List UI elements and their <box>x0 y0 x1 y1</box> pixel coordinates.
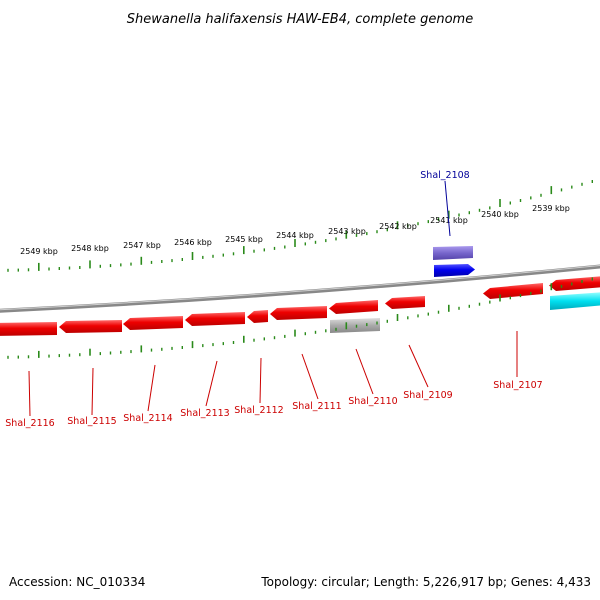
gene-label[interactable]: Shal_2109 <box>403 390 452 401</box>
gene-shal-2111[interactable] <box>270 306 327 320</box>
gene-gray-feature[interactable] <box>330 318 380 333</box>
accession-text: Accession: NC_010334 <box>9 575 145 589</box>
gene-shal-2110[interactable] <box>329 300 378 314</box>
label-leader-line <box>205 360 218 407</box>
scale-label: 2547 kbp <box>123 241 161 250</box>
gene-label[interactable]: Shal_2107 <box>493 380 542 391</box>
label-leader-line <box>28 370 31 417</box>
scale-ruler-upper <box>7 180 593 272</box>
gene-label[interactable]: Shal_2113 <box>180 408 229 419</box>
label-leader-line <box>91 367 94 416</box>
forward-genes <box>433 246 475 277</box>
gene-lavender-feature[interactable] <box>433 246 473 260</box>
reverse-genes <box>0 276 600 336</box>
gene-label[interactable]: Shal_2110 <box>348 396 397 407</box>
genome-summary-text: Topology: circular; Length: 5,226,917 bp… <box>260 575 591 589</box>
scale-labels: 2549 kbp 2548 kbp 2547 kbp 2546 kbp 2545… <box>20 204 570 256</box>
gene-cyan-feature[interactable] <box>550 292 600 310</box>
gene-shal-2116[interactable] <box>0 322 57 336</box>
gene-label[interactable]: Shal_2115 <box>67 416 116 427</box>
scale-label: 2542 kbp <box>379 222 417 231</box>
scale-label: 2546 kbp <box>174 238 212 247</box>
gene-label[interactable]: Shal_2108 <box>420 170 469 181</box>
label-leader-line <box>301 353 319 400</box>
map-title: Shewanella halifaxensis HAW-EB4, complet… <box>127 12 473 27</box>
gene-shal-2108[interactable] <box>434 264 475 277</box>
label-leader-line <box>408 344 429 388</box>
scale-label: 2544 kbp <box>276 231 314 240</box>
gene-shal-2113[interactable] <box>185 312 245 326</box>
gene-label[interactable]: Shal_2116 <box>5 418 54 429</box>
scale-label: 2540 kbp <box>481 210 519 219</box>
label-leader-line <box>444 180 451 237</box>
gene-label[interactable]: Shal_2111 <box>292 401 341 412</box>
gene-label-group-bottom: Shal_2116 Shal_2115 Shal_2114 Shal_2113 … <box>5 331 543 429</box>
genome-backbone-highlight <box>0 264 600 311</box>
label-leader-line <box>259 357 262 404</box>
scale-label: 2549 kbp <box>20 247 58 256</box>
gene-label[interactable]: Shal_2114 <box>123 413 172 424</box>
scale-label: 2539 kbp <box>532 204 570 213</box>
scale-label: 2548 kbp <box>71 244 109 253</box>
label-leader-line <box>147 364 156 412</box>
genome-backbone <box>0 264 600 313</box>
label-leader-line <box>355 348 374 395</box>
scale-ruler-lower <box>7 277 593 359</box>
gene-label[interactable]: Shal_2112 <box>234 405 283 416</box>
scale-label: 2545 kbp <box>225 235 263 244</box>
gene-label-group-top: Shal_2108 <box>420 170 470 237</box>
gene-shal-2114[interactable] <box>123 316 183 330</box>
scale-label: 2543 kbp <box>328 227 366 236</box>
gene-shal-2112[interactable] <box>247 310 268 323</box>
gene-shal-2109[interactable] <box>385 296 425 309</box>
gene-shal-2115[interactable] <box>59 320 122 333</box>
gene-shal-2107[interactable] <box>483 283 543 299</box>
